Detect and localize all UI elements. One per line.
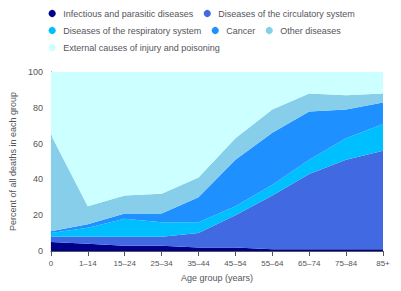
svg-text:Cancer: Cancer <box>226 26 255 36</box>
svg-text:65–74: 65–74 <box>298 259 321 268</box>
svg-text:Diseases of the respiratory sy: Diseases of the respiratory system <box>63 26 201 36</box>
svg-text:80: 80 <box>33 103 43 113</box>
svg-text:Other diseases: Other diseases <box>280 26 341 36</box>
svg-text:Percent of all deaths in each: Percent of all deaths in each group <box>8 92 18 231</box>
svg-text:100: 100 <box>28 67 43 77</box>
svg-text:External causes of injury and: External causes of injury and poisoning <box>63 43 220 53</box>
svg-text:1–14: 1–14 <box>79 259 97 268</box>
svg-text:Infectious and parasitic disea: Infectious and parasitic diseases <box>63 9 194 19</box>
svg-text:0: 0 <box>38 246 43 256</box>
svg-text:20: 20 <box>33 210 43 220</box>
svg-text:60: 60 <box>33 139 43 149</box>
svg-text:Age group (years): Age group (years) <box>181 273 253 283</box>
svg-text:75–84: 75–84 <box>335 259 358 268</box>
svg-text:Diseases of the circulatory sy: Diseases of the circulatory system <box>218 9 355 19</box>
svg-text:40: 40 <box>33 174 43 184</box>
svg-text:0: 0 <box>49 259 54 268</box>
svg-text:55–64: 55–64 <box>261 259 284 268</box>
svg-text:85+: 85+ <box>376 259 390 268</box>
svg-text:45–54: 45–54 <box>224 259 247 268</box>
svg-text:35–44: 35–44 <box>187 259 210 268</box>
svg-text:15–24: 15–24 <box>114 259 137 268</box>
svg-text:25–34: 25–34 <box>150 259 173 268</box>
